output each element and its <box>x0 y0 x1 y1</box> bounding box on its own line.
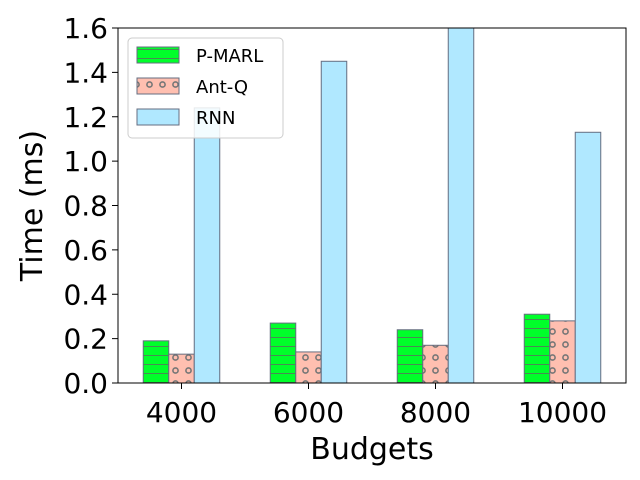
x-tick-label: 6000 <box>273 396 344 429</box>
legend-label-ant-q: Ant-Q <box>196 77 248 98</box>
y-tick-label: 0.6 <box>63 234 108 267</box>
y-tick-label: 1.6 <box>63 12 108 45</box>
legend-swatch-p-marl <box>136 46 180 64</box>
y-tick-label: 1.2 <box>63 101 108 134</box>
bar-rnn-10000 <box>574 131 602 383</box>
legend-label-p-marl: P-MARL <box>196 46 263 67</box>
bar-rnn-4000 <box>193 107 221 383</box>
bar-ant-q-4000 <box>168 353 195 383</box>
legend-swatch-rnn <box>136 108 180 126</box>
bar-ant-q-8000 <box>422 344 449 383</box>
legend-swatch-ant-q <box>136 77 180 95</box>
y-tick-label: 0.4 <box>63 278 108 311</box>
y-axis: 0.0 0.2 0.4 0.6 0.8 1.0 1.2 1.4 1.6 <box>63 12 118 400</box>
plot-frame <box>117 27 627 384</box>
bar-rnn-8000 <box>447 28 475 383</box>
bar-p-marl-4000 <box>142 340 170 383</box>
x-tick-label: 8000 <box>400 396 471 429</box>
bar-rnn-6000 <box>320 60 348 383</box>
x-axis-label: Budgets <box>310 432 434 467</box>
legend-label-rnn: RNN <box>196 108 235 129</box>
y-tick-label: 0.8 <box>63 190 108 223</box>
x-axis: 4000 6000 8000 10000 <box>146 383 607 429</box>
y-tick-label: 0.2 <box>63 323 108 356</box>
bar-ant-q-6000 <box>295 351 322 383</box>
bar-p-marl-10000 <box>523 313 551 383</box>
x-tick-label: 10000 <box>518 396 607 429</box>
legend: P-MARL Ant-Q RNN <box>127 37 284 139</box>
y-tick-label: 1.4 <box>63 56 108 89</box>
bar-ant-q-10000 <box>549 320 576 383</box>
x-tick-label: 4000 <box>146 396 217 429</box>
y-tick-label: 0.0 <box>63 367 108 400</box>
bar-p-marl-6000 <box>269 322 297 383</box>
y-tick-label: 1.0 <box>63 145 108 178</box>
bar-p-marl-8000 <box>396 329 424 383</box>
bars-group <box>142 28 602 383</box>
y-axis-label: Time (ms) <box>15 130 50 282</box>
